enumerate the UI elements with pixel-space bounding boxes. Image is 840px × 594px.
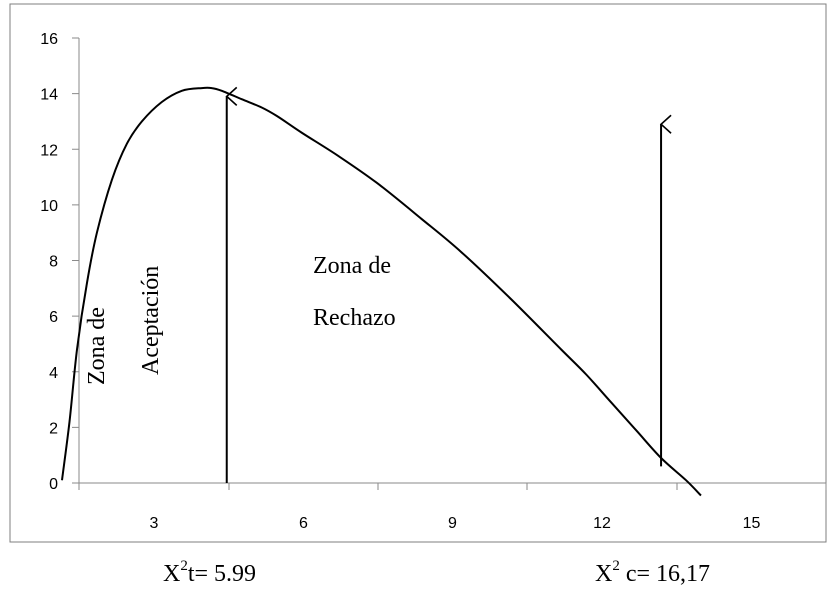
y-tick-label: 6 bbox=[49, 309, 58, 326]
x-tick-label: 6 bbox=[299, 515, 308, 532]
x-tick-label: 3 bbox=[150, 515, 159, 532]
x2c-label: X2 c= 16,17 bbox=[595, 558, 711, 588]
y-tick-label: 8 bbox=[49, 254, 58, 271]
y-axis: 0 2 4 6 8 10 12 14 16 bbox=[40, 31, 80, 493]
y-tick-label: 14 bbox=[40, 87, 58, 104]
y-tick-label: 4 bbox=[49, 365, 58, 382]
x2t-rest: t= 5.99 bbox=[187, 561, 257, 587]
y-tick-label: 12 bbox=[40, 142, 58, 159]
aceptacion-vertical-label: Aceptación bbox=[138, 266, 164, 375]
x2c-rest: c= 16,17 bbox=[619, 561, 711, 587]
x2c-sup: 2 bbox=[612, 558, 620, 574]
rechazo-label: Rechazo bbox=[313, 305, 396, 331]
chart-frame bbox=[9, 3, 827, 543]
y-tick-label: 16 bbox=[40, 31, 58, 48]
x2t-base: X bbox=[163, 561, 181, 587]
y-tick-label: 2 bbox=[49, 420, 58, 437]
x-tick-label: 15 bbox=[743, 515, 761, 532]
chi-square-curve bbox=[61, 86, 702, 497]
x-tick-label: 12 bbox=[593, 515, 611, 532]
x2t-sup: 2 bbox=[180, 558, 188, 574]
zona-de-vertical-label: Zona de bbox=[84, 307, 110, 385]
x-axis: 3 6 9 12 15 bbox=[78, 482, 827, 532]
zona-de-label: Zona de bbox=[313, 253, 391, 279]
x2t-label: X2t= 5.99 bbox=[163, 558, 257, 588]
y-tick-label: 10 bbox=[40, 198, 58, 215]
x-tick-label: 9 bbox=[448, 515, 457, 532]
y-tick-label: 0 bbox=[49, 476, 58, 493]
x2c-base: X bbox=[595, 561, 613, 587]
